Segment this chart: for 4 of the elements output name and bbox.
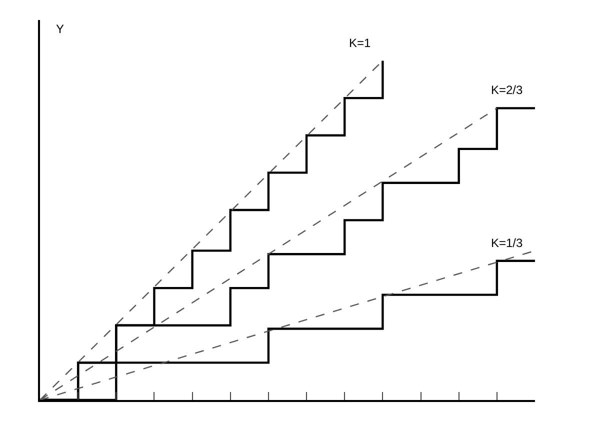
series-label: K=1 (349, 36, 372, 50)
series-label: K=2/3 (491, 83, 524, 97)
y-axis-title: Y (56, 22, 64, 36)
series-label: K=1/3 (491, 236, 524, 250)
